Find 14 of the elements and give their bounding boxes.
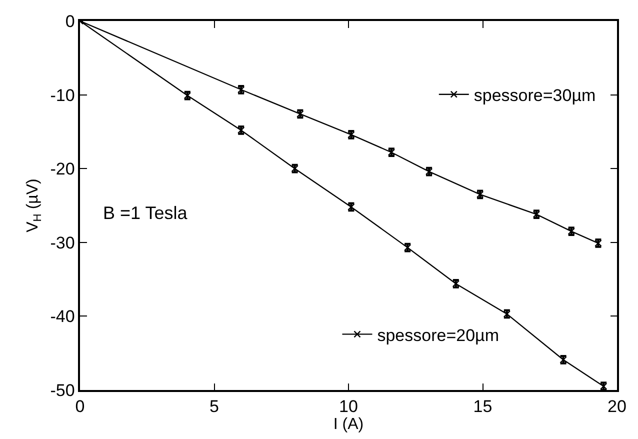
x-tick-label: 15 (473, 397, 492, 416)
annotation: B =1 Tesla (103, 203, 188, 223)
y-tick-label: -50 (50, 380, 75, 400)
y-tick-label: -40 (50, 307, 75, 326)
y-tick-label: 0 (65, 12, 75, 31)
y-tick-label: -30 (50, 233, 75, 252)
x-tick-label: 5 (210, 397, 219, 416)
x-tick-label: 20 (608, 397, 626, 416)
x-axis-title: I (A) (333, 416, 364, 434)
legend-label: spessore=30µm (474, 86, 596, 105)
y-tick-label: -10 (50, 86, 75, 105)
legend-label: spessore=20µm (377, 326, 500, 345)
x-tick-label: 10 (339, 397, 358, 416)
y-tick-label: -20 (50, 160, 75, 179)
